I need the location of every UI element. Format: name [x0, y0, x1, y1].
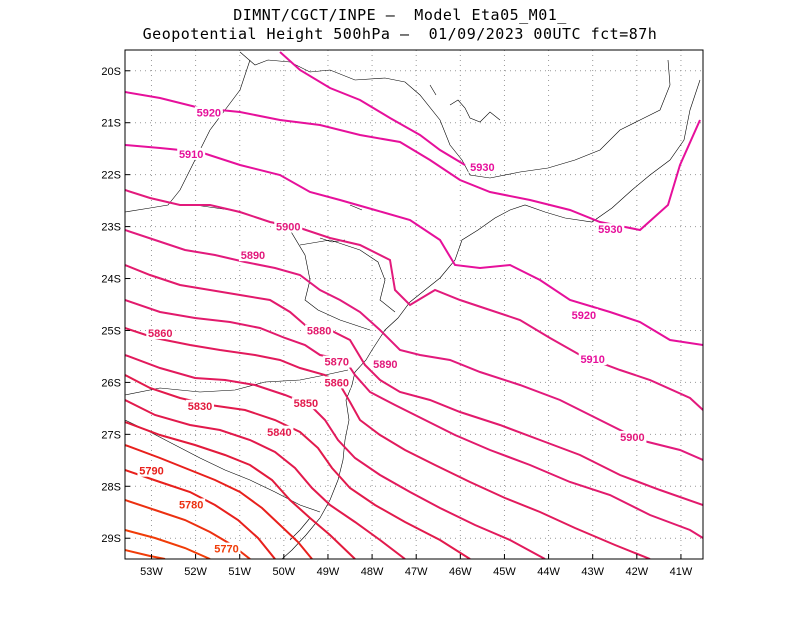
contour-line [125, 299, 703, 539]
contour-label: 5920 [197, 107, 221, 119]
contour-labels: 5920 5910 5930 5930 5900 5890 5920 5880 5860 5870… [137, 106, 647, 556]
contour-label: 5840 [267, 427, 291, 439]
lat-tick-label: 24S [101, 274, 121, 286]
lon-tick-label: 41W [670, 566, 693, 578]
contour-line [125, 144, 703, 346]
contour-label-bg [596, 223, 625, 236]
contour-label-bg [322, 355, 351, 368]
contour-line [279, 51, 466, 166]
lat-tick-label: 23S [101, 222, 121, 234]
contour-line [125, 469, 276, 559]
contour-label-bg [146, 327, 175, 340]
contour-label: 5870 [325, 357, 349, 369]
contour-label-bg [177, 498, 206, 511]
contour-line [125, 264, 703, 506]
chart-title-line1: DIMNT/CGCT/INPE – Model Eta05_M01_ [233, 6, 567, 24]
contour-label-bg [137, 464, 166, 477]
contour-label-bg [371, 358, 400, 371]
map-frame [124, 49, 704, 560]
state-border-ms [125, 59, 251, 213]
contour-label-bg [569, 308, 598, 321]
lon-tick-label: 45W [493, 566, 516, 578]
contour-label-bg [274, 220, 303, 233]
lon-tick-label: 52W [184, 566, 207, 578]
contour-label: 5790 [139, 466, 163, 478]
contour-label: 5900 [620, 432, 644, 444]
lat-tick-label: 29S [101, 533, 121, 545]
lat-tick-label: 27S [101, 429, 121, 441]
contour-label-bg [468, 160, 497, 173]
lon-tick-label: 49W [317, 566, 340, 578]
state-border-mg-sp [239, 51, 671, 179]
contour-line [125, 399, 406, 559]
contour-line [125, 374, 471, 559]
contour-label: 5860 [148, 328, 172, 340]
state-border-pr-sc [125, 369, 349, 396]
state-border-pr-sp [299, 239, 396, 313]
coastline [281, 79, 701, 559]
contour-label-bg [618, 430, 647, 443]
map-frame-background [125, 50, 703, 559]
lat-tick-label: 26S [101, 377, 121, 389]
lat-tick-label: 28S [101, 481, 121, 493]
lon-tick-label: 47W [405, 566, 428, 578]
latitude-axis: 20S 21S 22S 23S 24S 25S 26S 27S 28S 29S [101, 66, 130, 545]
contour-label-bg [291, 397, 320, 410]
longitude-axis: 53W 52W 51W 50W 49W 48W 47W 46W 45W 44W 43W 42W 41W [140, 554, 693, 578]
lon-tick-label: 42W [626, 566, 649, 578]
lon-tick-label: 48W [361, 566, 384, 578]
lon-tick-label: 51W [228, 566, 251, 578]
contour-line [125, 444, 313, 559]
lon-tick-label: 44W [537, 566, 560, 578]
contour-label-bg [265, 425, 294, 438]
contour-label-bg [578, 353, 607, 366]
contour-label: 5890 [373, 359, 397, 371]
contour-label: 5930 [598, 224, 622, 236]
contour-label: 5930 [470, 162, 494, 174]
lat-tick-label: 22S [101, 170, 121, 182]
contour-line [125, 91, 701, 232]
contour-label: 5920 [572, 310, 596, 322]
reservoirs [319, 84, 501, 243]
contour-line [125, 529, 211, 559]
contour-line [125, 421, 356, 559]
lon-tick-label: 46W [449, 566, 472, 578]
lat-tick-label: 25S [101, 325, 121, 337]
contour-label-bg [305, 324, 334, 337]
contour-label-bg [186, 399, 215, 412]
contour-label-bg [212, 542, 241, 555]
contour-label: 5910 [179, 149, 203, 161]
contour-label: 5900 [276, 222, 300, 234]
contour-label-bg [177, 147, 206, 160]
lon-tick-label: 50W [273, 566, 296, 578]
lon-tick-label: 53W [140, 566, 163, 578]
contour-line [125, 327, 651, 559]
contour-label: 5780 [179, 499, 203, 511]
contour-label-bg [194, 106, 223, 119]
contour-label: 5860 [325, 377, 349, 389]
chart-title-line2: Geopotential Height 500hPa – 01/09/2023 … [142, 25, 658, 43]
contour-label: 5910 [580, 354, 604, 366]
contour-label: 5850 [294, 398, 318, 410]
contour-line [125, 549, 166, 559]
contour-line [125, 229, 703, 461]
contour-label-bg [322, 376, 351, 389]
lat-tick-label: 21S [101, 118, 121, 130]
lat-tick-label: 20S [101, 66, 121, 78]
contour-label-bg [238, 249, 267, 262]
contour-line [125, 354, 546, 559]
contour-label: 5890 [241, 250, 265, 262]
contour-label: 5770 [214, 544, 238, 556]
contour-label: 5830 [188, 401, 212, 413]
contour-label: 5880 [307, 325, 331, 337]
lon-tick-label: 43W [581, 566, 604, 578]
